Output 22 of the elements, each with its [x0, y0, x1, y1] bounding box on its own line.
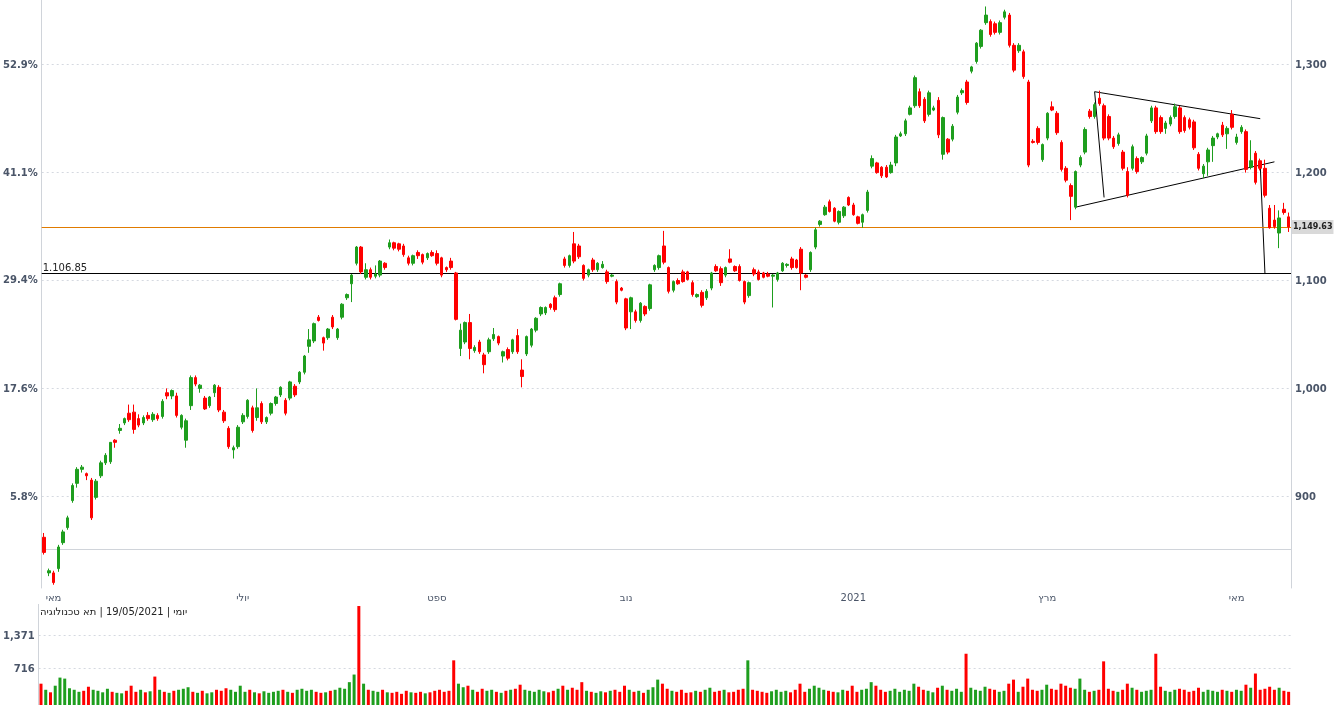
y-tick-label: 1,371: [2, 629, 35, 641]
annotation: יומי | 19/05/2021 | תא טכנולוגיה: [40, 605, 188, 618]
y-tick-label: 1,000: [1295, 382, 1327, 394]
x-tick-label: מרץ: [1038, 591, 1057, 603]
x-tick-label: יולי: [236, 591, 250, 603]
y2-tick-label: 52.9%: [2, 58, 38, 70]
y2-tick-label: 17.6%: [2, 382, 38, 394]
ref-line-label: 1.106.85: [42, 261, 88, 273]
x-tick-label: 2021: [840, 591, 866, 603]
ref-line-label: 1,149.63: [1293, 222, 1333, 232]
x-tick-label: ספט: [427, 591, 447, 603]
y-tick-label: 1,200: [1295, 167, 1327, 179]
y-tick-label: 1,100: [1295, 275, 1327, 287]
y-tick-label: 716: [13, 663, 35, 675]
y-tick-label: 900: [1295, 490, 1316, 502]
y2-tick-label: 41.1%: [2, 166, 38, 178]
x-tick-label: מאי: [45, 591, 62, 603]
y2-tick-label: 29.4%: [2, 274, 38, 286]
y2-tick-label: 5.8%: [9, 490, 38, 502]
x-tick-label: נוב: [619, 591, 633, 603]
y-tick-label: 1,300: [1295, 59, 1327, 71]
x-tick-label: מאי: [1228, 591, 1245, 603]
